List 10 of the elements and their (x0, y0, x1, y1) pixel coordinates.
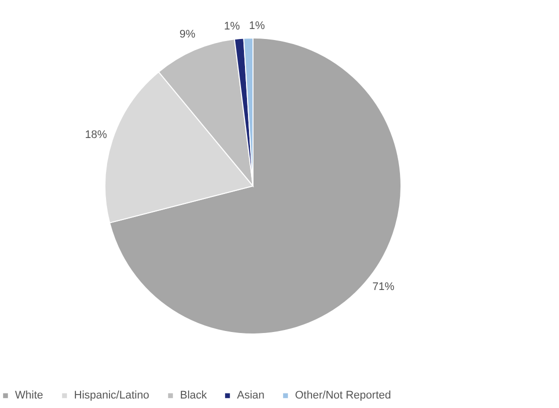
legend-label: Black (180, 390, 208, 402)
legend-label: Asian (237, 390, 265, 402)
legend-label: White (15, 390, 44, 402)
data-label: 1% (249, 20, 266, 32)
legend-label: Other/Not Reported (295, 390, 391, 402)
data-label: 71% (372, 281, 395, 294)
legend-label: Hispanic/Latino (74, 390, 150, 402)
data-label: 9% (180, 28, 196, 41)
data-label: 1% (224, 20, 240, 33)
data-label: 18% (85, 129, 108, 142)
